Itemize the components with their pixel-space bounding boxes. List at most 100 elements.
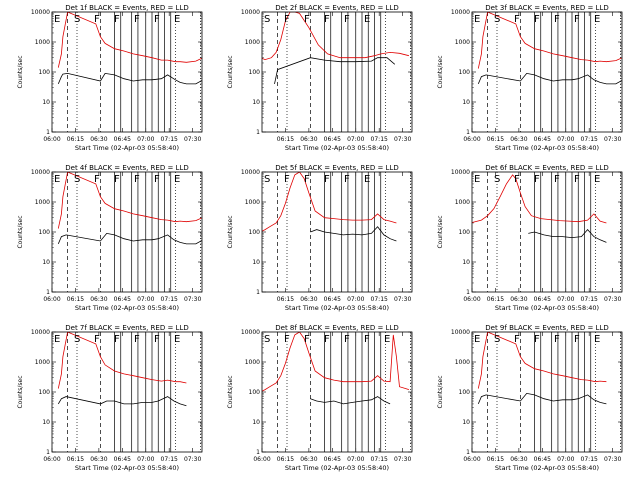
- x-tick-label: 06:30: [300, 296, 317, 303]
- y-axis-label: Counts/sec: [17, 215, 24, 248]
- series-group: [57, 12, 202, 85]
- flag-label: F: [534, 174, 540, 185]
- y-tick-label: 10000: [451, 9, 470, 16]
- events-series-line: [57, 232, 202, 245]
- x-axis-label: Start Time (02-Apr-03 05:58:40): [285, 144, 389, 152]
- time-markers: [67, 332, 201, 452]
- x-tick-label: 06:00: [463, 136, 480, 143]
- x-tick-label: 07:30: [184, 136, 201, 143]
- flag-label: F: [134, 174, 140, 185]
- flag-label: S: [494, 174, 500, 185]
- plot-frame: [471, 11, 623, 133]
- flag-label: E: [474, 174, 480, 185]
- x-axis-label: Start Time (02-Apr-03 05:58:40): [285, 304, 389, 312]
- x-tick-label: 07:15: [161, 136, 178, 143]
- lld-series-line: [477, 12, 622, 69]
- flag-label: E: [474, 334, 480, 345]
- flag-label: E: [364, 14, 370, 25]
- x-tick-label: 07:30: [184, 296, 201, 303]
- x-tick-label: 06:45: [534, 296, 551, 303]
- events-series-line: [477, 392, 607, 405]
- x-tick-label: 06:00: [43, 296, 60, 303]
- x-tick-label: 06:15: [67, 296, 84, 303]
- y-tick-label: 10000: [241, 169, 260, 176]
- y-tick-label: 10: [42, 259, 50, 266]
- flag-label: S: [74, 174, 80, 185]
- flag-label: F: [284, 14, 290, 25]
- flag-label: F: [574, 334, 580, 345]
- events-series-line: [57, 396, 187, 407]
- events-series-line: [528, 228, 607, 243]
- flag-label: F: [154, 334, 160, 345]
- flag-label: F: [154, 174, 160, 185]
- flag-label: F: [94, 174, 100, 185]
- lld-series-line: [262, 12, 409, 61]
- panel-2: Det 2f BLACK = Events, RED = LLD Counts/s…: [227, 4, 413, 152]
- flag-label: F: [574, 174, 580, 185]
- y-tick-label: 100: [249, 69, 261, 76]
- series-group: [57, 332, 187, 407]
- x-tick-label: 06:30: [510, 456, 527, 463]
- flag-label: F: [114, 334, 120, 345]
- panel-5: Det 5f BLACK = Events, RED = LLD Counts/s…: [227, 164, 413, 312]
- y-axis-label: Counts/sec: [437, 375, 444, 408]
- y-tick-label: 10000: [241, 329, 260, 336]
- lld-series-line: [262, 172, 397, 232]
- chart-title: Det 8f BLACK = Events, RED = LLD: [275, 324, 398, 332]
- chart-title: Det 3f BLACK = Events, RED = LLD: [485, 4, 608, 12]
- flag-label: F: [344, 334, 350, 345]
- x-tick-label: 06:00: [43, 136, 60, 143]
- flag-label: E: [174, 334, 180, 345]
- flag-label: F: [554, 174, 560, 185]
- flag-label: S: [264, 174, 270, 185]
- y-tick-label: 100: [39, 389, 51, 396]
- y-tick-label: 10: [252, 99, 260, 106]
- y-tick-label: 1000: [455, 39, 470, 46]
- x-tick-label: 06:30: [300, 456, 317, 463]
- flag-label: F: [324, 334, 330, 345]
- y-axis-label: Counts/sec: [17, 55, 24, 88]
- flag-label: S: [264, 334, 270, 345]
- chart-title: Det 7f BLACK = Events, RED = LLD: [65, 324, 188, 332]
- x-tick-label: 06:15: [487, 136, 504, 143]
- x-tick-label: 06:30: [510, 136, 527, 143]
- x-tick-label: 06:45: [324, 136, 341, 143]
- x-tick-label: 06:45: [324, 456, 341, 463]
- flag-label: F: [514, 14, 520, 25]
- series-group: [262, 12, 409, 84]
- x-tick-label: 07:15: [581, 456, 598, 463]
- x-tick-label: 07:00: [347, 296, 364, 303]
- y-tick-label: 10000: [31, 329, 50, 336]
- x-tick-label: 07:15: [581, 136, 598, 143]
- flag-label: F: [534, 334, 540, 345]
- flag-label: F: [324, 14, 330, 25]
- time-markers: [277, 332, 411, 452]
- plot-frame: [51, 171, 203, 293]
- x-tick-label: 07:30: [394, 296, 411, 303]
- y-tick-label: 1000: [35, 39, 50, 46]
- y-tick-label: 100: [459, 69, 471, 76]
- events-series-line: [310, 226, 397, 242]
- x-tick-label: 06:30: [90, 136, 107, 143]
- plot-frame: [471, 171, 623, 293]
- flag-label: F: [114, 174, 120, 185]
- lld-series-line: [57, 332, 187, 389]
- events-series-line: [310, 396, 391, 405]
- flag-label: F: [514, 174, 520, 185]
- x-tick-label: 06:30: [510, 296, 527, 303]
- time-markers: [67, 12, 201, 132]
- series-group: [477, 12, 622, 85]
- time-markers: [487, 172, 621, 292]
- y-tick-label: 1000: [35, 199, 50, 206]
- flag-label: F: [554, 14, 560, 25]
- y-tick-label: 1: [466, 129, 470, 136]
- x-tick-label: 07:00: [347, 456, 364, 463]
- y-tick-label: 10: [252, 259, 260, 266]
- y-tick-label: 100: [249, 229, 261, 236]
- x-tick-label: 07:15: [161, 456, 178, 463]
- y-tick-label: 1: [46, 289, 50, 296]
- y-tick-label: 10: [462, 419, 470, 426]
- flag-label: F: [304, 14, 310, 25]
- x-tick-label: 06:45: [534, 456, 551, 463]
